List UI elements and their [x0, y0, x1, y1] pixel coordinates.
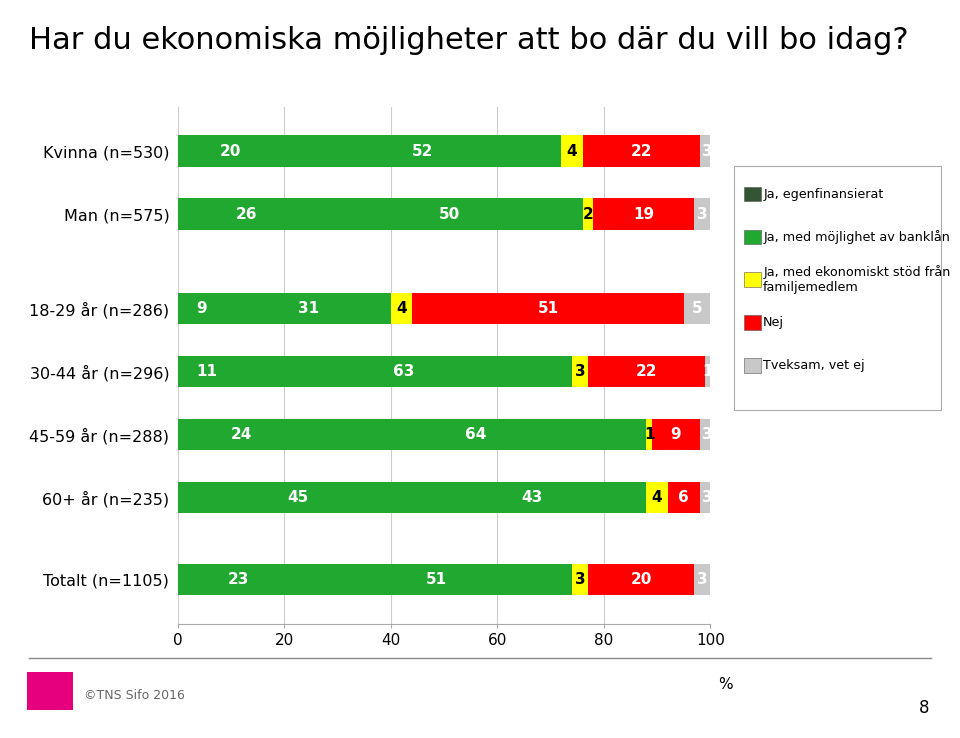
Text: %: % [718, 677, 733, 692]
Text: 3: 3 [703, 144, 713, 159]
Bar [226, 293, 391, 325]
Bar [588, 564, 694, 596]
Bar [700, 482, 716, 514]
Text: 23: 23 [228, 572, 250, 587]
Text: 26: 26 [236, 207, 257, 221]
Bar [572, 356, 588, 387]
Text: 11: 11 [197, 364, 217, 379]
Text: Har du ekonomiska möjligheter att bo där du vill bo idag?: Har du ekonomiska möjligheter att bo där… [29, 26, 908, 55]
Text: Ja, egenfinansierat: Ja, egenfinansierat [763, 187, 883, 201]
Bar [178, 356, 236, 387]
Bar [178, 199, 316, 230]
Text: 8: 8 [919, 700, 929, 717]
Bar [684, 293, 710, 325]
Text: Tveksam, vet ej: Tveksam, vet ej [763, 359, 865, 372]
Text: 9: 9 [196, 301, 207, 316]
Text: 64: 64 [466, 427, 487, 442]
Text: 22: 22 [631, 144, 652, 159]
Text: Nej: Nej [763, 316, 784, 329]
Text: 3: 3 [703, 427, 713, 442]
Text: 43: 43 [521, 490, 542, 505]
Text: 31: 31 [298, 301, 319, 316]
Text: 19: 19 [634, 207, 655, 221]
Bar [391, 293, 412, 325]
Text: ©TNS Sifo 2016: ©TNS Sifo 2016 [84, 689, 185, 702]
Text: 51: 51 [425, 572, 446, 587]
Text: 3: 3 [697, 572, 708, 587]
Text: 51: 51 [538, 301, 559, 316]
Bar [694, 199, 710, 230]
Bar [178, 482, 418, 514]
Text: 22: 22 [636, 364, 658, 379]
Bar [300, 564, 572, 596]
Bar [593, 199, 694, 230]
Bar [562, 135, 583, 167]
Bar [178, 135, 284, 167]
Bar [583, 135, 700, 167]
Text: 1: 1 [703, 364, 713, 379]
Bar [305, 419, 646, 450]
Text: 3: 3 [703, 490, 713, 505]
Text: 9: 9 [670, 427, 681, 442]
Text: 2: 2 [583, 207, 593, 221]
Bar [705, 356, 710, 387]
Bar [178, 293, 226, 325]
Text: 3: 3 [574, 572, 586, 587]
Text: 1: 1 [644, 427, 655, 442]
Bar [236, 356, 572, 387]
Text: 20: 20 [631, 572, 652, 587]
Bar [178, 564, 300, 596]
Bar [412, 293, 684, 325]
Text: Ja, med möjlighet av banklån: Ja, med möjlighet av banklån [763, 230, 950, 244]
Bar [694, 564, 710, 596]
Bar [583, 199, 593, 230]
Text: 3: 3 [697, 207, 708, 221]
Text: 45: 45 [287, 490, 308, 505]
Bar [572, 564, 588, 596]
Text: 6: 6 [679, 490, 689, 505]
Text: 3: 3 [574, 364, 586, 379]
Bar [646, 482, 668, 514]
Bar [700, 135, 716, 167]
Text: 5: 5 [692, 301, 703, 316]
Text: 24: 24 [230, 427, 252, 442]
Bar [652, 419, 700, 450]
Text: Ja, med ekonomiskt stöd från
familjemedlem: Ja, med ekonomiskt stöd från familjemedl… [763, 265, 950, 294]
Text: 52: 52 [412, 144, 433, 159]
Bar [588, 356, 705, 387]
Bar [418, 482, 646, 514]
Bar [668, 482, 700, 514]
Text: 63: 63 [394, 364, 415, 379]
Text: 4: 4 [652, 490, 662, 505]
Bar [700, 419, 716, 450]
Bar [316, 199, 583, 230]
Bar [284, 135, 562, 167]
Text: 50: 50 [439, 207, 460, 221]
Text: 20: 20 [220, 144, 242, 159]
Text: 4: 4 [396, 301, 407, 316]
Bar [178, 419, 305, 450]
Bar [646, 419, 652, 450]
Text: 4: 4 [566, 144, 577, 159]
Text: Sifo: Sifo [24, 679, 76, 703]
